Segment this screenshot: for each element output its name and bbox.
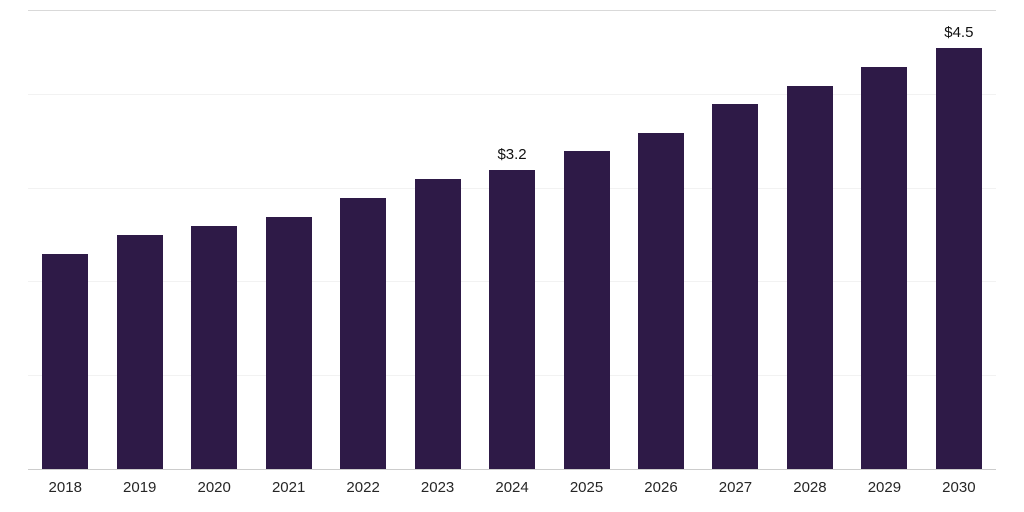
x-tick-2022: 2022 xyxy=(346,479,380,496)
x-tick-2030: 2030 xyxy=(942,479,976,496)
bar-column-2028 xyxy=(773,11,847,469)
bar-column-2019 xyxy=(102,11,176,469)
bar-2021 xyxy=(265,216,312,469)
bar-column-2026 xyxy=(624,11,698,469)
gridline xyxy=(28,94,996,96)
x-tick-2020: 2020 xyxy=(197,479,231,496)
x-tick-2029: 2029 xyxy=(867,479,902,496)
x-tick-2023: 2023 xyxy=(420,479,455,496)
bar-column-2018 xyxy=(28,11,102,469)
bar-column-2024: $3.2 xyxy=(475,11,549,469)
bar-column-2029 xyxy=(847,11,921,469)
x-tick-2021: 2021 xyxy=(271,479,306,496)
bar-column-2023 xyxy=(400,11,474,469)
bar-2024 xyxy=(489,169,536,469)
x-axis-ticks: 2018 2019 2020 2021 2022 2023 2024 2025 2026 2027… xyxy=(28,470,996,496)
x-tick-2025: 2025 xyxy=(569,479,604,496)
bar-2028 xyxy=(786,85,833,469)
bar-column-2020 xyxy=(177,11,251,469)
x-tick-2018: 2018 xyxy=(48,479,82,496)
bar-column-2021 xyxy=(251,11,325,469)
bar-2025 xyxy=(563,151,610,469)
bar-2027 xyxy=(712,104,759,469)
bar-2019 xyxy=(116,235,163,469)
bar-value-label-2030: $4.5 xyxy=(944,24,974,42)
bar-2018 xyxy=(42,254,89,469)
bar-column-2022 xyxy=(326,11,400,469)
bar-2020 xyxy=(191,225,238,469)
x-tick-2028: 2028 xyxy=(793,479,827,496)
bar-2029 xyxy=(861,67,908,469)
x-tick-2024: 2024 xyxy=(495,479,529,496)
x-tick-2019: 2019 xyxy=(123,479,157,496)
plot-area: $3.2 $4.5 xyxy=(28,10,996,470)
bar-2026 xyxy=(637,132,684,469)
x-tick-2026: 2026 xyxy=(644,479,678,496)
bar-2030 xyxy=(935,48,982,469)
bar-column-2027 xyxy=(698,11,772,469)
x-tick-2027: 2027 xyxy=(718,479,753,496)
bar-2023 xyxy=(414,179,461,469)
bar-column-2025 xyxy=(549,11,623,469)
bar-value-label-2024: $3.2 xyxy=(497,145,527,163)
bar-column-2030: $4.5 xyxy=(922,11,996,469)
bar-2022 xyxy=(340,197,387,469)
bars-container: $3.2 $4.5 xyxy=(28,11,996,469)
